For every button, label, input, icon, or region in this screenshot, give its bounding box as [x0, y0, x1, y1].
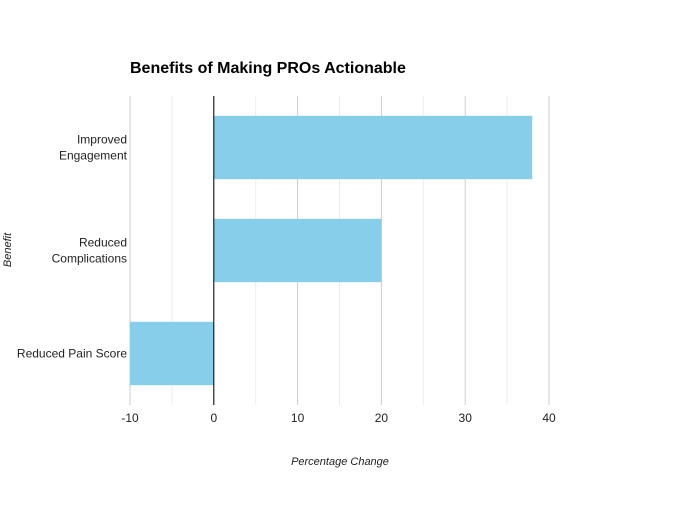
x-tick-label: 30	[459, 411, 473, 425]
bar	[213, 115, 533, 180]
y-axis-label: Benefit	[2, 232, 14, 267]
x-tick-label: 40	[542, 411, 556, 425]
x-tick-label: 10	[291, 411, 305, 425]
x-axis-label: Percentage Change	[291, 456, 389, 468]
bar	[213, 218, 382, 283]
x-tick-label: 0	[210, 411, 217, 425]
y-tick-label: Reduced Pain Score	[17, 347, 127, 361]
x-tick-label: 20	[375, 411, 389, 425]
x-tick-label: -10	[121, 411, 139, 425]
chart-title: Benefits of Making PROs Actionable	[130, 60, 406, 77]
y-tick-label: Improved Engagement	[59, 133, 128, 163]
x-tick-labels: -10 0 10 20 30 40	[121, 411, 556, 425]
y-tick-labels: Improved Engagement Reduced Complications Re…	[17, 133, 128, 361]
y-tick-label: Reduced Complications	[52, 236, 127, 266]
bars	[130, 115, 533, 386]
bar	[130, 321, 214, 386]
